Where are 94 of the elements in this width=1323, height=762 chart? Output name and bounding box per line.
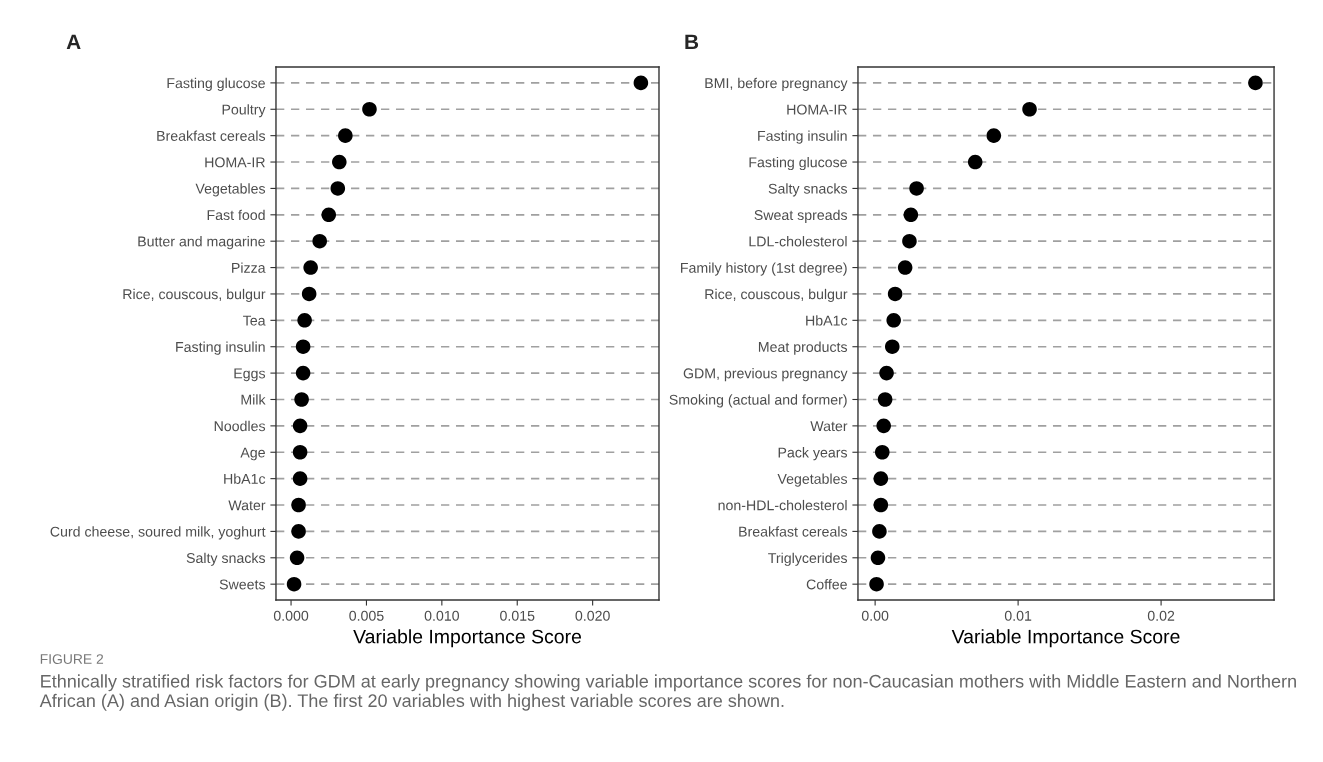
x-tick-label: 0.005 — [349, 610, 384, 621]
point — [362, 101, 377, 117]
x-tick-label: 0.02 — [1147, 610, 1175, 621]
y-tick-label: non-HDL-cholesterol — [718, 499, 847, 511]
point — [633, 75, 649, 91]
y-tick-label: Fasting glucose — [167, 77, 265, 91]
y-tick-label: Water — [228, 500, 266, 511]
text: A — [66, 34, 81, 50]
point — [297, 313, 312, 328]
y-tick-label: Eggs — [234, 368, 266, 382]
point — [295, 339, 311, 354]
y-tick-label: Fasting insulin — [176, 341, 265, 355]
point — [295, 365, 311, 381]
y-tick-label: Butter and magarine — [138, 236, 265, 250]
point — [301, 286, 317, 302]
point — [291, 497, 306, 513]
caption: FIGURE 2 — [40, 654, 104, 664]
point — [873, 471, 889, 486]
x-axis-title: Variable Importance Score — [951, 629, 1180, 648]
point — [289, 550, 305, 566]
y-tick-label: Poultry — [222, 104, 266, 118]
point — [877, 392, 893, 407]
point — [967, 154, 983, 170]
y-tick-label: Sweets — [219, 579, 266, 590]
y-tick-label: HbA1c — [224, 473, 266, 484]
point — [294, 392, 309, 407]
point — [872, 524, 887, 539]
point — [897, 260, 913, 275]
y-tick-label: Noodles — [214, 420, 266, 432]
x-tick-label: 0.010 — [424, 610, 460, 621]
point — [1022, 101, 1037, 117]
point — [986, 128, 1002, 143]
y-tick-label: Age — [240, 447, 265, 461]
y-tick-label: Rice, couscous, bulgur — [705, 288, 848, 303]
y-tick-label: Vegetables — [777, 473, 848, 487]
point — [291, 524, 306, 539]
point — [886, 313, 901, 328]
y-tick-label: BMI, before pregnancy — [705, 77, 848, 91]
text: Ethnically stratified risk factors for GDM at early pregnancy showing variable importance scores for non-Caucasian mothers with Middle Eastern and Northern African (A) and Asian origin (B). The first 20 variables with highest variable scores are shown. — [39, 674, 1296, 711]
y-tick-label: Salty snacks — [186, 552, 266, 566]
y-tick-label: Salty snacks — [768, 183, 848, 197]
x-tick-label: 0.000 — [273, 610, 309, 621]
point — [292, 418, 308, 434]
point — [874, 444, 890, 460]
point — [303, 260, 318, 275]
x-tick-label: 0.01 — [1004, 610, 1032, 621]
point — [292, 471, 308, 486]
y-tick-label: Sweat spreads — [754, 209, 848, 223]
chart-title: B — [685, 34, 699, 50]
point — [876, 418, 891, 434]
point — [330, 181, 346, 196]
point — [909, 181, 924, 196]
y-tick-label: Family history (1st degree) — [681, 262, 847, 276]
point — [879, 365, 894, 381]
y-tick-label: Fast food — [207, 209, 265, 221]
point — [1248, 75, 1263, 91]
y-tick-label: HbA1c — [806, 315, 848, 326]
y-tick-label: LDL-cholesterol — [749, 236, 847, 247]
point — [869, 576, 884, 592]
point — [286, 576, 302, 592]
y-tick-label: Smoking (actual and former) — [669, 394, 847, 408]
x-tick-label: 0.015 — [500, 610, 535, 621]
x-tick-label: 0.020 — [575, 610, 610, 621]
y-tick-label: Water — [810, 421, 848, 432]
point — [887, 286, 903, 302]
point — [902, 233, 917, 249]
point — [292, 444, 308, 460]
point — [870, 550, 886, 566]
y-tick-label: Triglycerides — [768, 552, 848, 566]
y-tick-label: HOMA-IR — [205, 157, 265, 168]
y-tick-label: Curd cheese, soured milk, yoghurt — [50, 526, 266, 540]
point — [332, 154, 347, 170]
point — [321, 207, 337, 223]
y-tick-label: HOMA-IR — [787, 104, 847, 115]
y-tick-label: Fasting insulin — [758, 130, 847, 144]
y-tick-label: Pizza — [232, 262, 266, 273]
point — [312, 233, 327, 249]
y-tick-label: Breakfast cereals — [157, 130, 266, 141]
y-tick-label: Fasting glucose — [749, 156, 847, 171]
y-tick-label: GDM, previous pregnancy — [683, 367, 848, 382]
y-tick-label: Pack years — [778, 447, 848, 461]
y-tick-label: Vegetables — [195, 183, 266, 197]
y-tick-label: Rice, couscous, bulgur — [123, 288, 266, 303]
y-tick-label: Milk — [241, 394, 266, 405]
point — [873, 497, 889, 513]
y-tick-label: Meat products — [758, 341, 848, 355]
y-tick-label: Tea — [243, 315, 266, 326]
point — [903, 207, 919, 223]
x-axis-title: Variable Importance Score — [353, 629, 582, 648]
x-tick-label: 0.00 — [861, 610, 889, 621]
point — [885, 339, 900, 354]
y-tick-label: Breakfast cereals — [739, 526, 848, 537]
point — [338, 128, 353, 143]
y-tick-label: Coffee — [806, 579, 847, 590]
